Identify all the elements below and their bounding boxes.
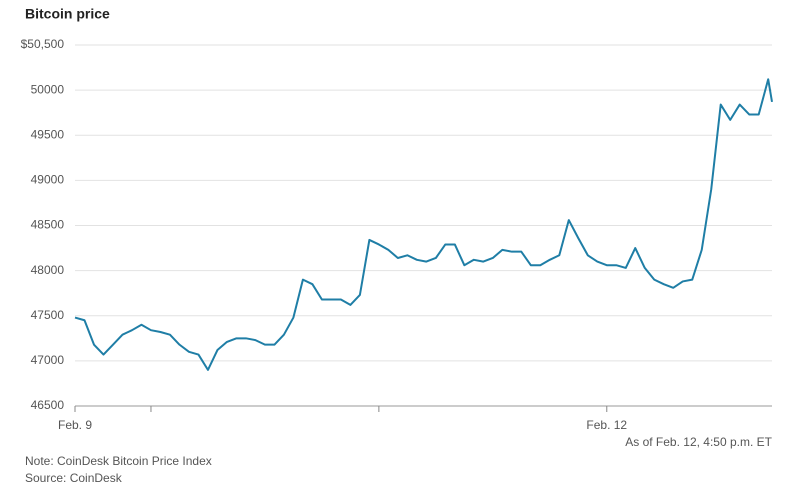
y-tick-label: 48500 [31, 218, 65, 232]
y-tick-label: $50,500 [21, 37, 65, 51]
y-tick-label: 50000 [31, 82, 65, 96]
x-tick-label: Feb. 12 [586, 418, 627, 432]
price-line [74, 78, 773, 371]
y-tick-label: 47500 [31, 308, 65, 322]
y-tick-label: 46500 [31, 398, 65, 412]
y-tick-label: 49500 [31, 127, 65, 141]
source: Source: CoinDesk [25, 471, 123, 485]
note: Note: CoinDesk Bitcoin Price Index [25, 454, 212, 468]
annotation: As of Feb. 12, 4:50 p.m. ET [625, 435, 772, 449]
x-tick-label: Feb. 9 [58, 418, 92, 432]
y-tick-label: 48000 [31, 263, 65, 277]
chart-title: Bitcoin price [25, 6, 110, 22]
y-tick-label: 47000 [31, 353, 65, 367]
y-tick-label: 49000 [31, 173, 65, 187]
